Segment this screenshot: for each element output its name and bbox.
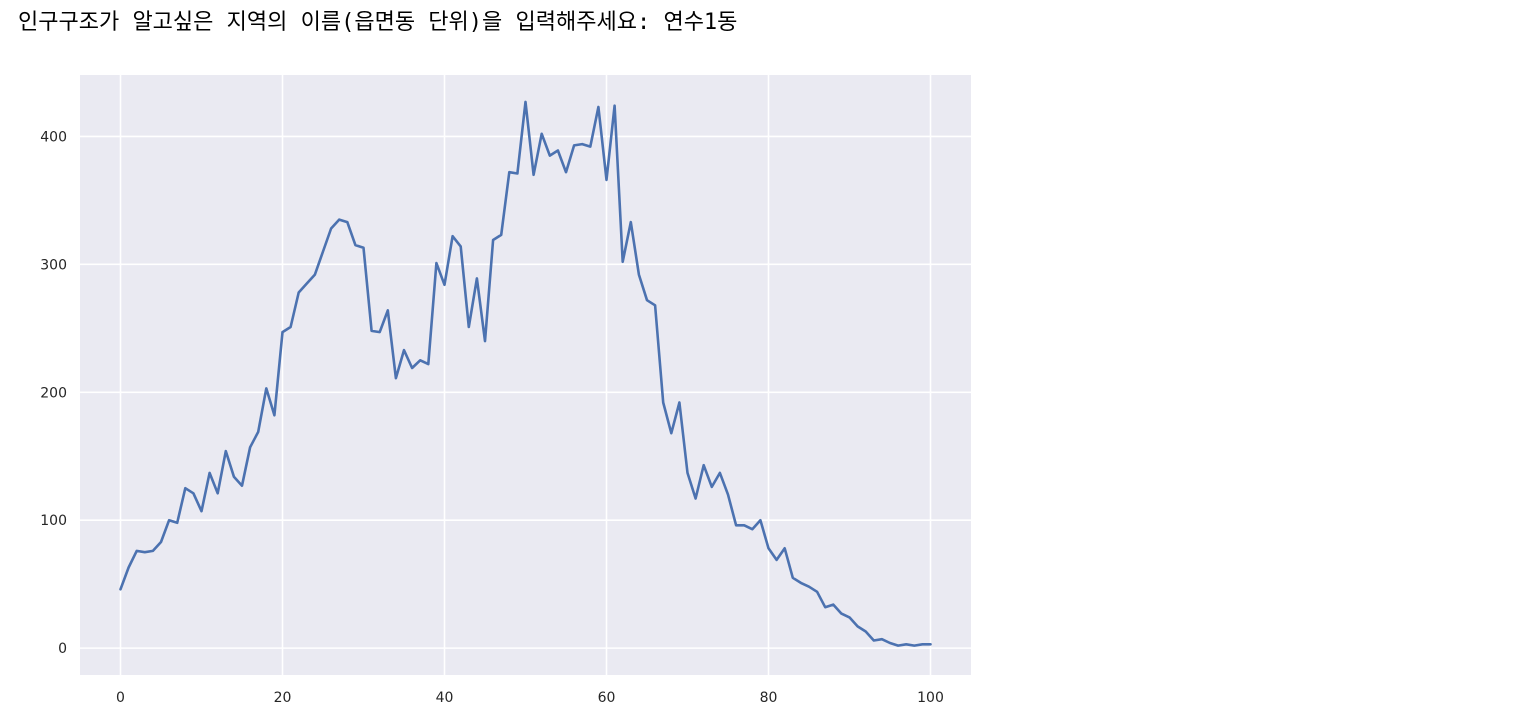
x-tick-label: 40 <box>436 690 454 706</box>
series-line <box>119 100 932 647</box>
x-tick-label: 60 <box>598 690 616 706</box>
y-tick-label: 400 <box>40 129 67 145</box>
plot-area <box>80 75 971 675</box>
x-tick-label: 20 <box>274 690 292 706</box>
y-tick-label: 200 <box>40 385 67 401</box>
x-tick-label: 80 <box>760 690 778 706</box>
x-tick-label: 0 <box>116 690 125 706</box>
x-tick-label: 100 <box>917 690 944 706</box>
input-prompt-text: 인구구조가 알고싶은 지역의 이름(읍면동 단위)을 입력해주세요: 연수1동 <box>18 10 738 35</box>
y-tick-label: 300 <box>40 257 67 273</box>
y-tick-label: 100 <box>40 513 67 529</box>
y-tick-label: 0 <box>58 641 67 657</box>
